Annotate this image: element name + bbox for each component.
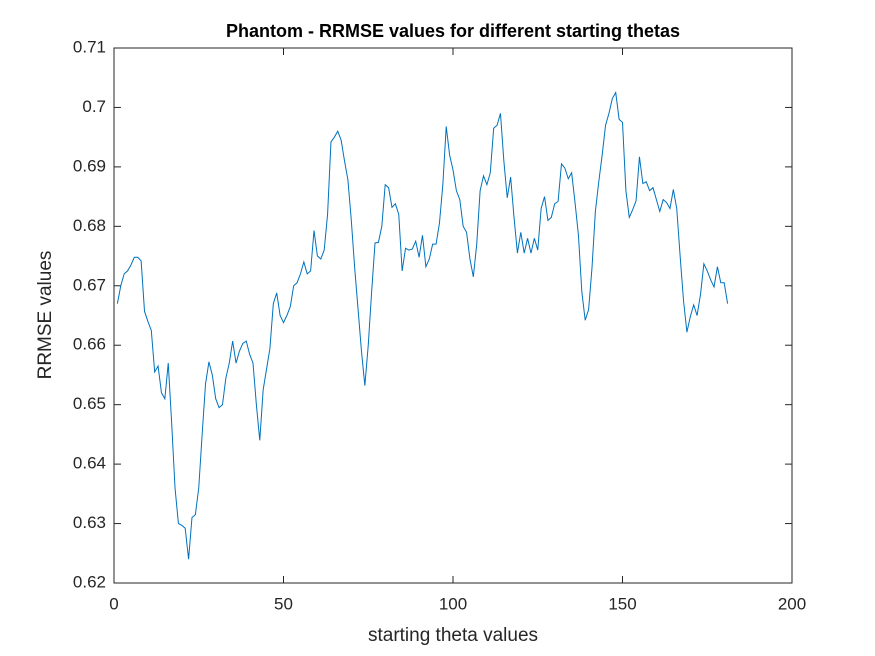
y-tick-label: 0.63 <box>73 513 106 532</box>
chart-title: Phantom - RRMSE values for different sta… <box>226 21 680 41</box>
y-tick-label: 0.62 <box>73 572 106 591</box>
x-tick-label: 100 <box>439 594 467 613</box>
axes-box <box>113 47 793 584</box>
y-tick-label: 0.64 <box>73 454 106 473</box>
y-tick-label: 0.68 <box>73 216 106 235</box>
x-tick-label: 50 <box>274 594 293 613</box>
x-tick-label: 150 <box>608 594 636 613</box>
y-tick-label: 0.65 <box>73 394 106 413</box>
y-tick-label: 0.69 <box>73 156 106 175</box>
x-tick-label: 200 <box>778 594 806 613</box>
data-line <box>116 91 729 560</box>
y-tick-label: 0.67 <box>73 275 106 294</box>
y-axis-label: RRMSE values <box>35 251 56 380</box>
x-axis-label: starting theta values <box>368 625 538 646</box>
x-tick-label: 0 <box>109 594 118 613</box>
y-tick-label: 0.7 <box>82 97 106 116</box>
y-tick-label: 0.66 <box>73 335 106 354</box>
y-tick-label: 0.71 <box>73 37 106 56</box>
